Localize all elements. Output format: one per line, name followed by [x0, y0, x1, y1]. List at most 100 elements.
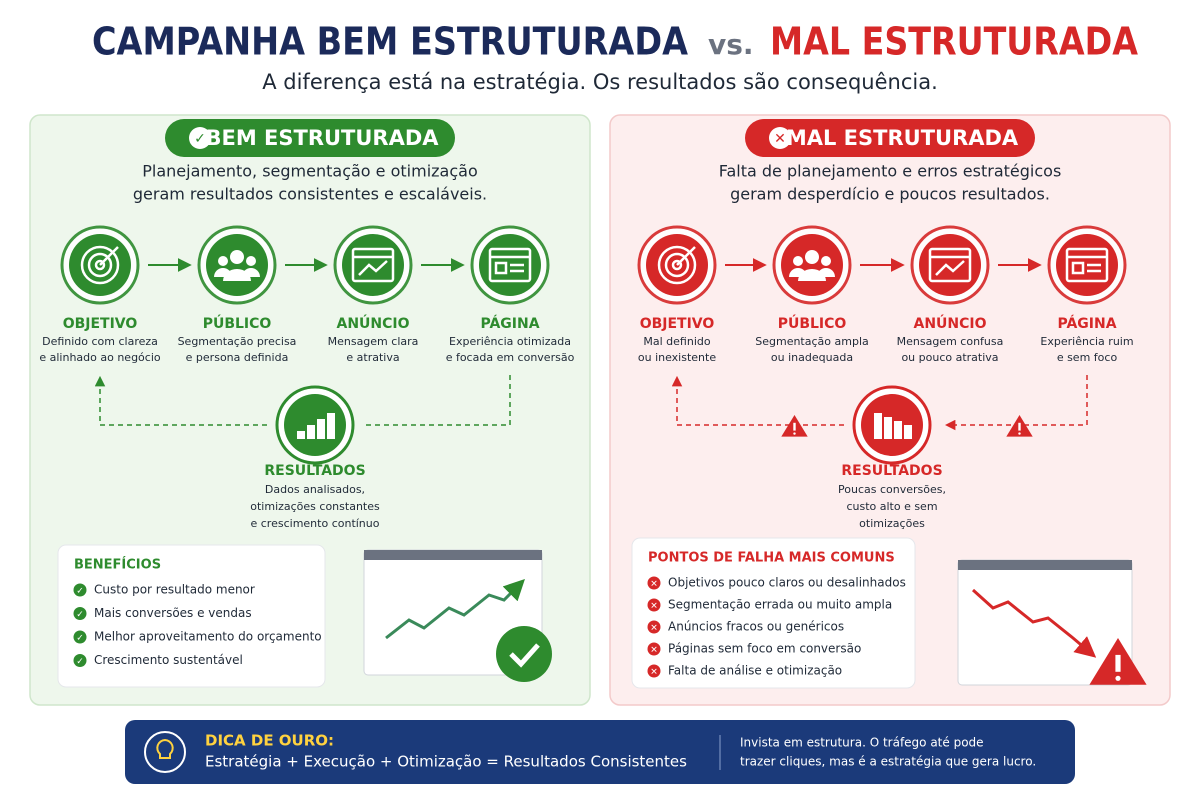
result-label: RESULTADOS — [264, 463, 365, 479]
list-title: BENEFÍCIOS — [74, 557, 161, 573]
check-seal — [496, 626, 552, 682]
list-box — [57, 544, 326, 688]
icon-person — [214, 268, 232, 277]
warning-dot — [1018, 432, 1021, 435]
step-label: OBJETIVO — [63, 316, 138, 332]
badge-mark: ✕ — [774, 131, 786, 147]
step-desc: ou pouco atrativa — [901, 351, 998, 364]
step-desc: Mensagem confusa — [897, 335, 1004, 348]
step-desc: Experiência ruim — [1040, 335, 1133, 348]
bulb — [156, 738, 174, 759]
icon-bar — [884, 417, 892, 439]
icon-window — [928, 247, 972, 283]
loop-arrow — [94, 375, 267, 426]
trend-line — [385, 579, 525, 640]
icon-bar — [307, 425, 315, 439]
icon-target — [664, 252, 690, 278]
icon-image — [935, 260, 965, 276]
badge-icon — [769, 127, 791, 149]
icon-bar — [904, 425, 912, 439]
icon-target — [671, 259, 683, 271]
list-item: Anúncios fracos ou genéricos — [668, 620, 844, 634]
step-desc: e sem foco — [1057, 351, 1118, 364]
bulb-icon — [144, 731, 186, 773]
step-desc: Definido com clareza — [42, 335, 158, 348]
step-desc: Mensagem clara — [328, 335, 419, 348]
icon-target — [657, 245, 697, 285]
title-vs: vs. — [708, 28, 754, 61]
list-bullet-mark: ✕ — [650, 646, 658, 656]
list-item: Páginas sem foco em conversão — [668, 642, 861, 656]
list-bullet — [73, 583, 87, 597]
badge-mark: ✓ — [194, 131, 206, 147]
list-item: Falta de análise e otimização — [668, 664, 842, 678]
icon-person — [805, 250, 819, 264]
step-label: PÁGINA — [480, 315, 539, 332]
icon-window — [351, 247, 395, 283]
list-bullet — [647, 642, 661, 656]
list-bullet — [73, 654, 87, 667]
list-bullet-mark: ✓ — [76, 634, 84, 644]
tip-bar: DICA DE OURO: Estratégia + Execução + Ot… — [125, 720, 1075, 784]
icon-image — [358, 260, 388, 276]
step-label: ANÚNCIO — [336, 314, 409, 332]
icon-person — [230, 250, 244, 264]
trend-line — [971, 588, 1097, 658]
intro: geram resultados consistentes e escaláve… — [133, 185, 487, 204]
list-bullet — [647, 598, 661, 612]
step-desc: e atrativa — [346, 351, 399, 364]
loop-arrow — [944, 375, 1088, 431]
icon-person — [817, 268, 835, 277]
step-desc: Mal definido — [643, 335, 710, 348]
icon-bar — [874, 413, 882, 439]
intro: Falta de planejamento e erros estratégic… — [719, 162, 1062, 181]
tip-title: DICA DE OURO: — [205, 732, 334, 750]
list-bullet-mark: ✕ — [650, 624, 658, 634]
icon-person — [793, 256, 803, 266]
step-circle — [206, 234, 268, 296]
list-bullet-mark: ✓ — [76, 587, 84, 597]
icon-block — [494, 261, 508, 275]
chart-titlebar — [364, 550, 542, 560]
list-bullet — [647, 664, 661, 678]
icon-bar — [317, 419, 325, 439]
badge-text: MAL ESTRUTURADA — [786, 126, 1019, 150]
result-label: RESULTADOS — [841, 463, 942, 479]
list-item: Objetivos pouco claros ou desalinhados — [668, 576, 906, 590]
icon-dart — [676, 246, 696, 266]
intro: geram desperdício e poucos resultados. — [730, 185, 1050, 204]
result-desc: otimizações constantes — [250, 500, 380, 513]
result-desc: Poucas conversões, — [838, 483, 946, 496]
icon-person — [218, 256, 228, 266]
step-desc: e focada em conversão — [446, 351, 575, 364]
warning-dot — [793, 432, 796, 435]
list-bullet — [73, 630, 87, 644]
list-bullet — [73, 607, 87, 620]
subtitle: A diferença está na estratégia. Os resul… — [262, 70, 938, 94]
step-circle — [919, 234, 981, 296]
list-item: Melhor aproveitamento do orçamento — [94, 630, 322, 644]
loop-arrow — [363, 375, 511, 426]
icon-target — [94, 259, 106, 271]
result-desc: Dados analisados, — [265, 483, 365, 496]
list-bullet-mark: ✓ — [76, 657, 84, 667]
tip-formula: Estratégia + Execução + Otimização = Res… — [205, 753, 687, 771]
warning-dot — [1115, 675, 1121, 681]
title-right: MAL ESTRUTURADA — [770, 20, 1139, 64]
list-title: PONTOS DE FALHA MAIS COMUNS — [648, 551, 895, 566]
list-bullet-mark: ✕ — [650, 668, 658, 678]
list-item: Mais conversões e vendas — [94, 606, 252, 620]
icon-window — [1065, 247, 1109, 283]
icon-person — [789, 268, 807, 277]
list-item: Custo por resultado menor — [94, 583, 255, 597]
loop-arrow — [671, 375, 844, 426]
icon-bar — [894, 421, 902, 439]
list-bullet-mark: ✕ — [650, 602, 658, 612]
icon-person — [246, 256, 256, 266]
step-desc: ou inadequada — [771, 351, 853, 364]
tip-background — [125, 720, 1075, 784]
title-left: CAMPANHA BEM ESTRUTURADA — [92, 20, 689, 64]
icon-bar — [327, 413, 335, 439]
result-desc: otimizações — [859, 517, 925, 530]
